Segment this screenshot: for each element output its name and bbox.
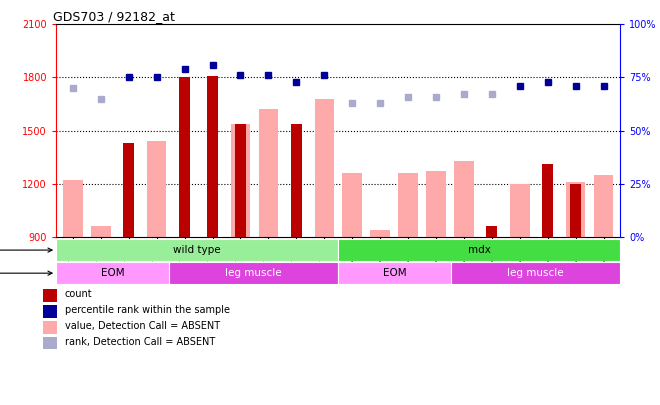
Bar [570, 184, 581, 237]
Bar [594, 175, 613, 237]
Text: EOM: EOM [383, 268, 407, 278]
Bar [123, 143, 135, 237]
Bar [91, 226, 111, 237]
Bar [169, 262, 338, 284]
Bar [399, 173, 418, 237]
Text: count: count [65, 290, 92, 299]
Bar [486, 226, 498, 237]
Text: GDS703 / 92182_at: GDS703 / 92182_at [53, 10, 175, 23]
Bar [343, 173, 362, 237]
Text: leg muscle: leg muscle [508, 268, 564, 278]
Bar [43, 321, 57, 334]
Bar [510, 184, 529, 237]
Bar [291, 124, 302, 237]
Bar [207, 76, 218, 237]
Bar [566, 182, 585, 237]
Bar [454, 161, 474, 237]
Bar [63, 180, 82, 237]
Bar [338, 239, 620, 261]
Text: tissue: tissue [0, 268, 52, 278]
Text: value, Detection Call = ABSENT: value, Detection Call = ABSENT [65, 321, 220, 331]
Bar [542, 164, 553, 237]
Text: leg muscle: leg muscle [225, 268, 282, 278]
Bar [56, 239, 338, 261]
Bar [259, 109, 278, 237]
Text: percentile rank within the sample: percentile rank within the sample [65, 305, 230, 315]
Text: mdx: mdx [468, 245, 491, 255]
Bar [43, 305, 57, 318]
Bar [147, 141, 166, 237]
Text: wild type: wild type [174, 245, 221, 255]
Bar [43, 337, 57, 350]
Bar [338, 262, 451, 284]
Bar [426, 171, 446, 237]
Bar [451, 262, 620, 284]
Bar [56, 262, 169, 284]
Text: EOM: EOM [101, 268, 124, 278]
Bar [315, 99, 334, 237]
Text: rank, Detection Call = ABSENT: rank, Detection Call = ABSENT [65, 337, 215, 347]
Text: strain: strain [0, 245, 52, 255]
Bar [179, 77, 190, 237]
Bar [370, 230, 390, 237]
Bar [231, 124, 250, 237]
Bar [43, 289, 57, 302]
Bar [235, 124, 246, 237]
